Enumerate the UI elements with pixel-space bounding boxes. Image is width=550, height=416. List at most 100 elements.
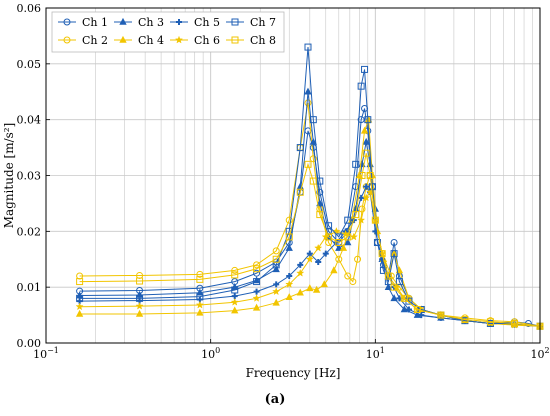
data-point (405, 306, 412, 313)
data-point (344, 272, 352, 280)
data-point (309, 177, 317, 185)
data-point (253, 261, 261, 269)
data-point (304, 160, 312, 168)
grid-layer (46, 8, 540, 343)
y-tick-label: 0.02 (17, 225, 42, 238)
data-point (76, 278, 84, 286)
data-point (335, 239, 343, 246)
data-point (358, 194, 365, 201)
data-point (352, 211, 360, 219)
legend-item: Ch 6 (170, 34, 220, 47)
legend: Ch 1 Ch 2 Ch 3 Ch 4 Ch 5 Ch 6 Ch 7 Ch 8 (51, 11, 285, 53)
legend-item: Ch 5 (170, 16, 220, 29)
x-tick-label: 102 (530, 346, 549, 361)
data-point (285, 216, 293, 224)
data-point (75, 309, 84, 317)
data-point (309, 116, 317, 124)
y-tick-label: 0.05 (17, 58, 42, 71)
series-ch-5 (76, 183, 543, 330)
data-point (322, 250, 329, 257)
legend-label: Ch 7 (250, 16, 276, 29)
data-point (413, 306, 421, 313)
data-point (231, 36, 239, 44)
data-point (174, 35, 184, 44)
data-point (366, 172, 374, 179)
data-point (231, 286, 239, 294)
data-point (349, 232, 358, 241)
data-point (315, 259, 322, 266)
data-point (253, 288, 260, 295)
data-point (437, 311, 445, 319)
data-point (325, 222, 333, 230)
x-tick-label: 101 (366, 346, 385, 361)
data-point (119, 35, 127, 43)
data-point (314, 243, 323, 252)
data-point (195, 300, 204, 309)
data-point (384, 283, 393, 290)
legend-item: Ch 4 (114, 34, 164, 47)
series-ch-8 (76, 149, 544, 330)
data-point (368, 183, 376, 191)
series-layer (75, 43, 545, 330)
data-point (304, 99, 312, 107)
data-point (344, 216, 352, 224)
data-point (363, 183, 370, 190)
data-point (354, 255, 362, 263)
data-point (335, 243, 343, 251)
y-tick-label: 0.04 (17, 114, 42, 127)
data-point (231, 306, 239, 314)
data-point (272, 298, 280, 306)
legend-item: Ch 2 (58, 34, 108, 47)
data-point (135, 309, 144, 317)
data-point (196, 293, 204, 301)
data-point (378, 250, 386, 258)
data-point (344, 238, 352, 246)
data-point (371, 216, 379, 224)
data-point (364, 115, 373, 123)
data-point (304, 87, 312, 95)
legend-label: Ch 2 (82, 34, 108, 47)
data-point (362, 193, 371, 202)
data-point (510, 319, 518, 327)
series-ch-3 (75, 87, 544, 330)
data-point (461, 316, 469, 324)
data-point (362, 149, 370, 157)
data-point (230, 297, 239, 306)
data-point (285, 293, 293, 301)
data-point (395, 278, 403, 286)
data-point (285, 233, 293, 241)
data-point (332, 227, 341, 235)
data-point (231, 18, 239, 26)
data-point (309, 155, 317, 163)
data-point (390, 283, 398, 291)
legend-label: Ch 3 (138, 16, 164, 29)
legend-box (51, 11, 285, 53)
data-point (364, 116, 372, 124)
data-point (362, 137, 370, 145)
data-point (285, 243, 293, 251)
data-point (231, 266, 239, 274)
y-tick-label: 0.03 (17, 170, 42, 183)
y-tick-label: 0.01 (17, 281, 42, 294)
legend-item: Ch 3 (114, 16, 164, 29)
data-point (176, 19, 182, 25)
data-point (357, 116, 365, 124)
data-point (252, 294, 261, 302)
data-point (361, 65, 369, 73)
ticks-layer: 0.00 0.01 0.02 0.03 0.04 0.05 0.06 10−1 100 101 10… (17, 2, 550, 361)
legend-item: Ch 8 (226, 34, 276, 47)
data-point (390, 239, 398, 246)
data-point (339, 243, 348, 251)
data-point (296, 268, 305, 277)
legend-item: Ch 1 (58, 16, 108, 29)
x-axis-label: Frequency [Hz] (246, 366, 341, 380)
data-point (357, 215, 366, 224)
data-point (286, 273, 293, 279)
legend-item: Ch 7 (226, 16, 276, 29)
data-point (196, 308, 204, 316)
data-point (296, 288, 304, 296)
data-point (305, 254, 314, 263)
data-point (390, 294, 398, 302)
data-point (272, 247, 280, 255)
